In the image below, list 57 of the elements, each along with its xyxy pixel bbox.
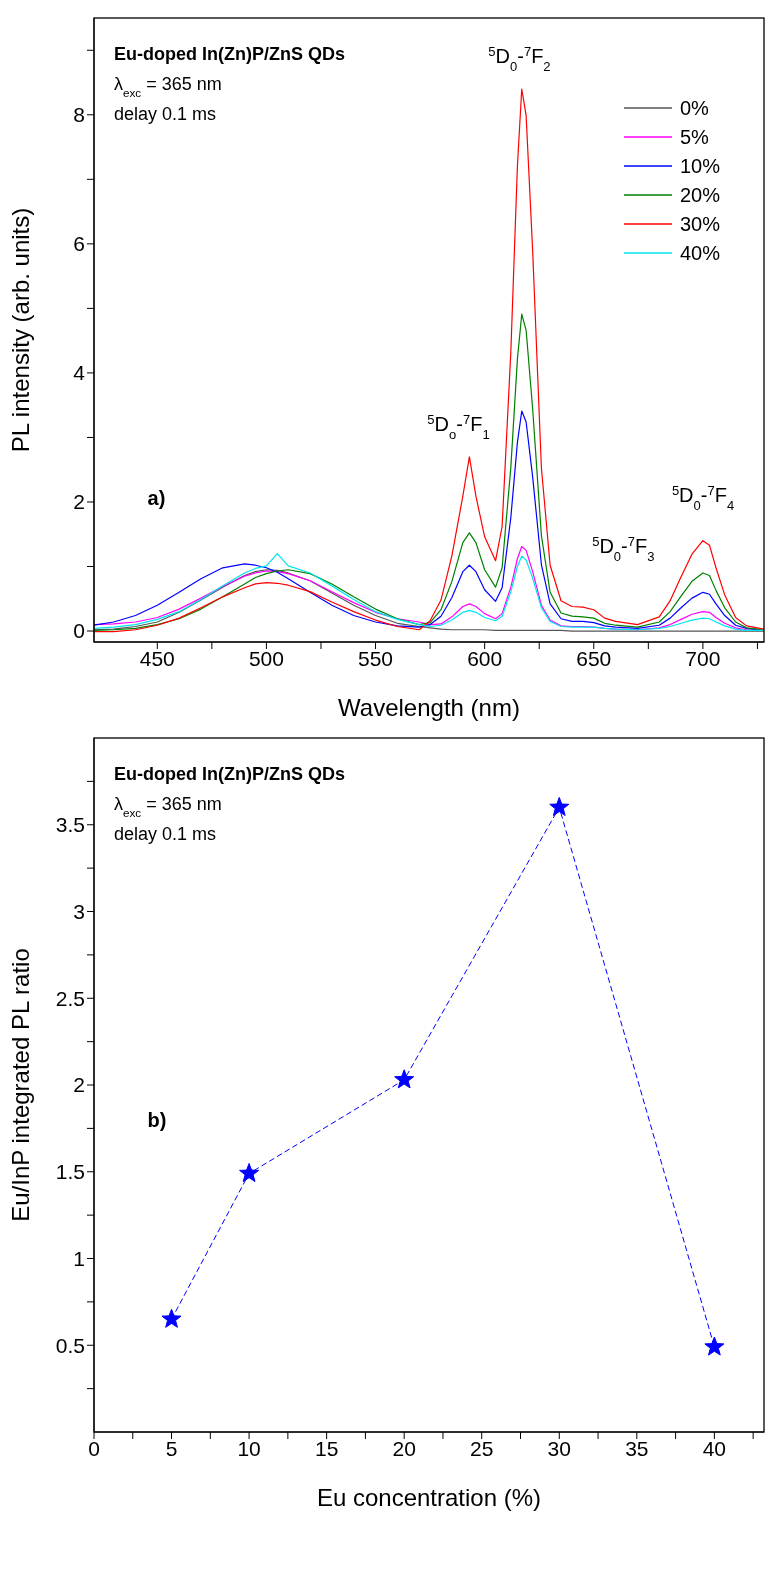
y-tick-label: 2.5 [55,986,85,1010]
annotation: λ$_{exc}$ = 365 nm [114,794,222,819]
point [239,1162,260,1183]
x-tick-label: 550 [358,646,394,670]
x-tick-label: 25 [470,1436,494,1460]
line-series [94,313,764,631]
x-tick-label: 450 [139,646,175,670]
y-tick-label: 6 [73,232,85,256]
point [161,1308,182,1328]
x-tick-label: 30 [547,1436,571,1460]
legend-label: 40% [680,242,721,264]
y-tick-label: 3.5 [55,813,85,837]
x-axis-title: Eu concentration (%) [316,1484,542,1511]
legend-label: 20% [680,184,721,206]
x-tick-label: 40 [702,1436,727,1460]
annotation: $^{5}$D$_{0}$-$^{7}$F$_{4}$ [671,482,735,513]
legend-label: 5% [680,126,710,148]
text: Eu-doped In(Zn)P/ZnS QDs [114,764,345,784]
annotation: $^{5}$D$_{0}$-$^{7}$F$_{2}$ [488,43,551,74]
x-tick-label: 20 [392,1436,416,1460]
y-tick-label: 8 [73,103,85,127]
x-tick-label: 700 [685,646,721,670]
point [394,1069,415,1089]
y-tick-label: 0 [73,619,85,643]
annotation: λ$_{exc}$ = 365 nm [114,74,222,99]
annotation: delay 0.1 ms [114,824,217,844]
annotation: b) [147,1108,167,1131]
point [549,796,570,816]
annotation: delay 0.1 ms [114,104,217,124]
x-tick-label: 35 [625,1436,649,1460]
y-tick-label: 1 [73,1246,85,1270]
y-axis-title: PL intensity (arb. units) [6,207,34,453]
y-tick-label: 4 [73,361,86,385]
x-tick-label: 15 [314,1436,339,1460]
point [704,1336,725,1356]
y-tick-label: 2 [73,1073,85,1097]
y-tick-label: 2 [73,490,85,514]
y-axis-title: Eu/InP integrated PL ratio [6,948,34,1222]
x-tick-label: 650 [576,646,612,670]
text: Eu-doped In(Zn)P/ZnS QDs [114,44,345,64]
y-tick-label: 3 [73,899,85,923]
x-tick-label: 5 [165,1436,178,1460]
x-axis-title: Wavelength (nm) [338,694,520,721]
x-tick-label: 500 [248,646,284,670]
annotation: a) [147,486,166,509]
y-tick-label: 1.5 [55,1160,85,1184]
x-tick-label: 0 [88,1436,100,1460]
line-series [94,88,764,633]
annotation: $^{5}$D$_{0}$-$^{7}$F$_{3}$ [592,533,655,564]
x-tick-label: 10 [237,1436,261,1460]
legend-label: 30% [680,213,721,235]
legend-label: 0% [680,97,710,119]
annotation: $^{5}$D$_{o}$-$^{7}$F$_{1}$ [427,411,490,442]
x-tick-label: 600 [467,646,503,670]
line-series [94,569,764,632]
legend-label: 10% [680,155,721,177]
y-tick-label: 0.5 [55,1333,85,1357]
